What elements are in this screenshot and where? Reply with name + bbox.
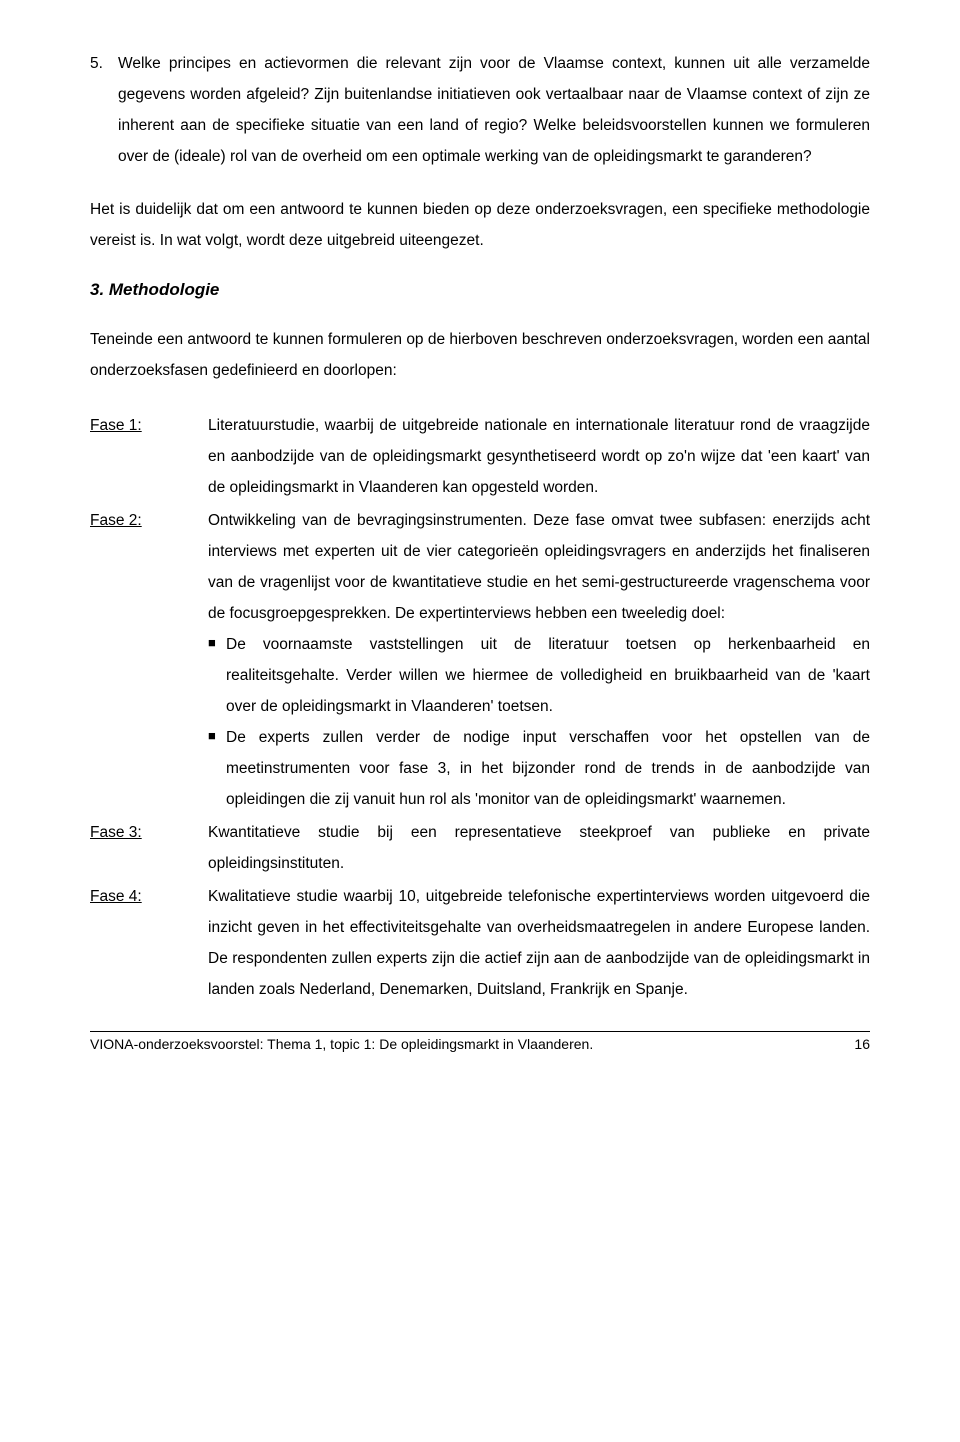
fase-4-text: Kwalitatieve studie waarbij 10, uitgebre…	[208, 881, 870, 1005]
footer-left-text: VIONA-onderzoeksvoorstel: Thema 1, topic…	[90, 1036, 593, 1052]
fase-3-text: Kwantitatieve studie bij een representat…	[208, 817, 870, 879]
footer-page-number: 16	[854, 1036, 870, 1052]
fase-2-lead: Ontwikkeling van de bevragingsinstrument…	[208, 512, 870, 622]
fase-4-label: Fase 4:	[90, 881, 208, 1005]
fase-2-bullet-1: ■ De voornaamste vaststellingen uit de l…	[208, 629, 870, 722]
fase-4-block: Fase 4: Kwalitatieve studie waarbij 10, …	[90, 881, 870, 1005]
fase-2-bullet-1-text: De voornaamste vaststellingen uit de lit…	[226, 629, 870, 722]
numbered-paragraph-5: 5. Welke principes en actievormen die re…	[90, 48, 870, 172]
paragraph-text: Welke principes en actievormen die relev…	[118, 48, 870, 172]
fase-3-block: Fase 3: Kwantitatieve studie bij een rep…	[90, 817, 870, 879]
fase-2-bullet-2-text: De experts zullen verder de nodige input…	[226, 722, 870, 815]
fase-2-bullet-2: ■ De experts zullen verder de nodige inp…	[208, 722, 870, 815]
fase-2-body: Ontwikkeling van de bevragingsinstrument…	[208, 505, 870, 815]
fase-1-label: Fase 1:	[90, 410, 208, 503]
fase-2-block: Fase 2: Ontwikkeling van de bevragingsin…	[90, 505, 870, 815]
paragraph-number: 5.	[90, 48, 118, 172]
fase-2-label: Fase 2:	[90, 505, 208, 815]
transition-paragraph: Het is duidelijk dat om een antwoord te …	[90, 194, 870, 256]
intro-paragraph: Teneinde een antwoord te kunnen formuler…	[90, 324, 870, 386]
document-page: 5. Welke principes en actievormen die re…	[0, 0, 960, 1092]
section-heading-methodologie: 3. Methodologie	[90, 280, 870, 300]
square-bullet-icon: ■	[208, 629, 226, 722]
square-bullet-icon: ■	[208, 722, 226, 815]
page-footer: VIONA-onderzoeksvoorstel: Thema 1, topic…	[90, 1031, 870, 1052]
fase-1-text: Literatuurstudie, waarbij de uitgebreide…	[208, 410, 870, 503]
fase-3-label: Fase 3:	[90, 817, 208, 879]
fase-1-block: Fase 1: Literatuurstudie, waarbij de uit…	[90, 410, 870, 503]
